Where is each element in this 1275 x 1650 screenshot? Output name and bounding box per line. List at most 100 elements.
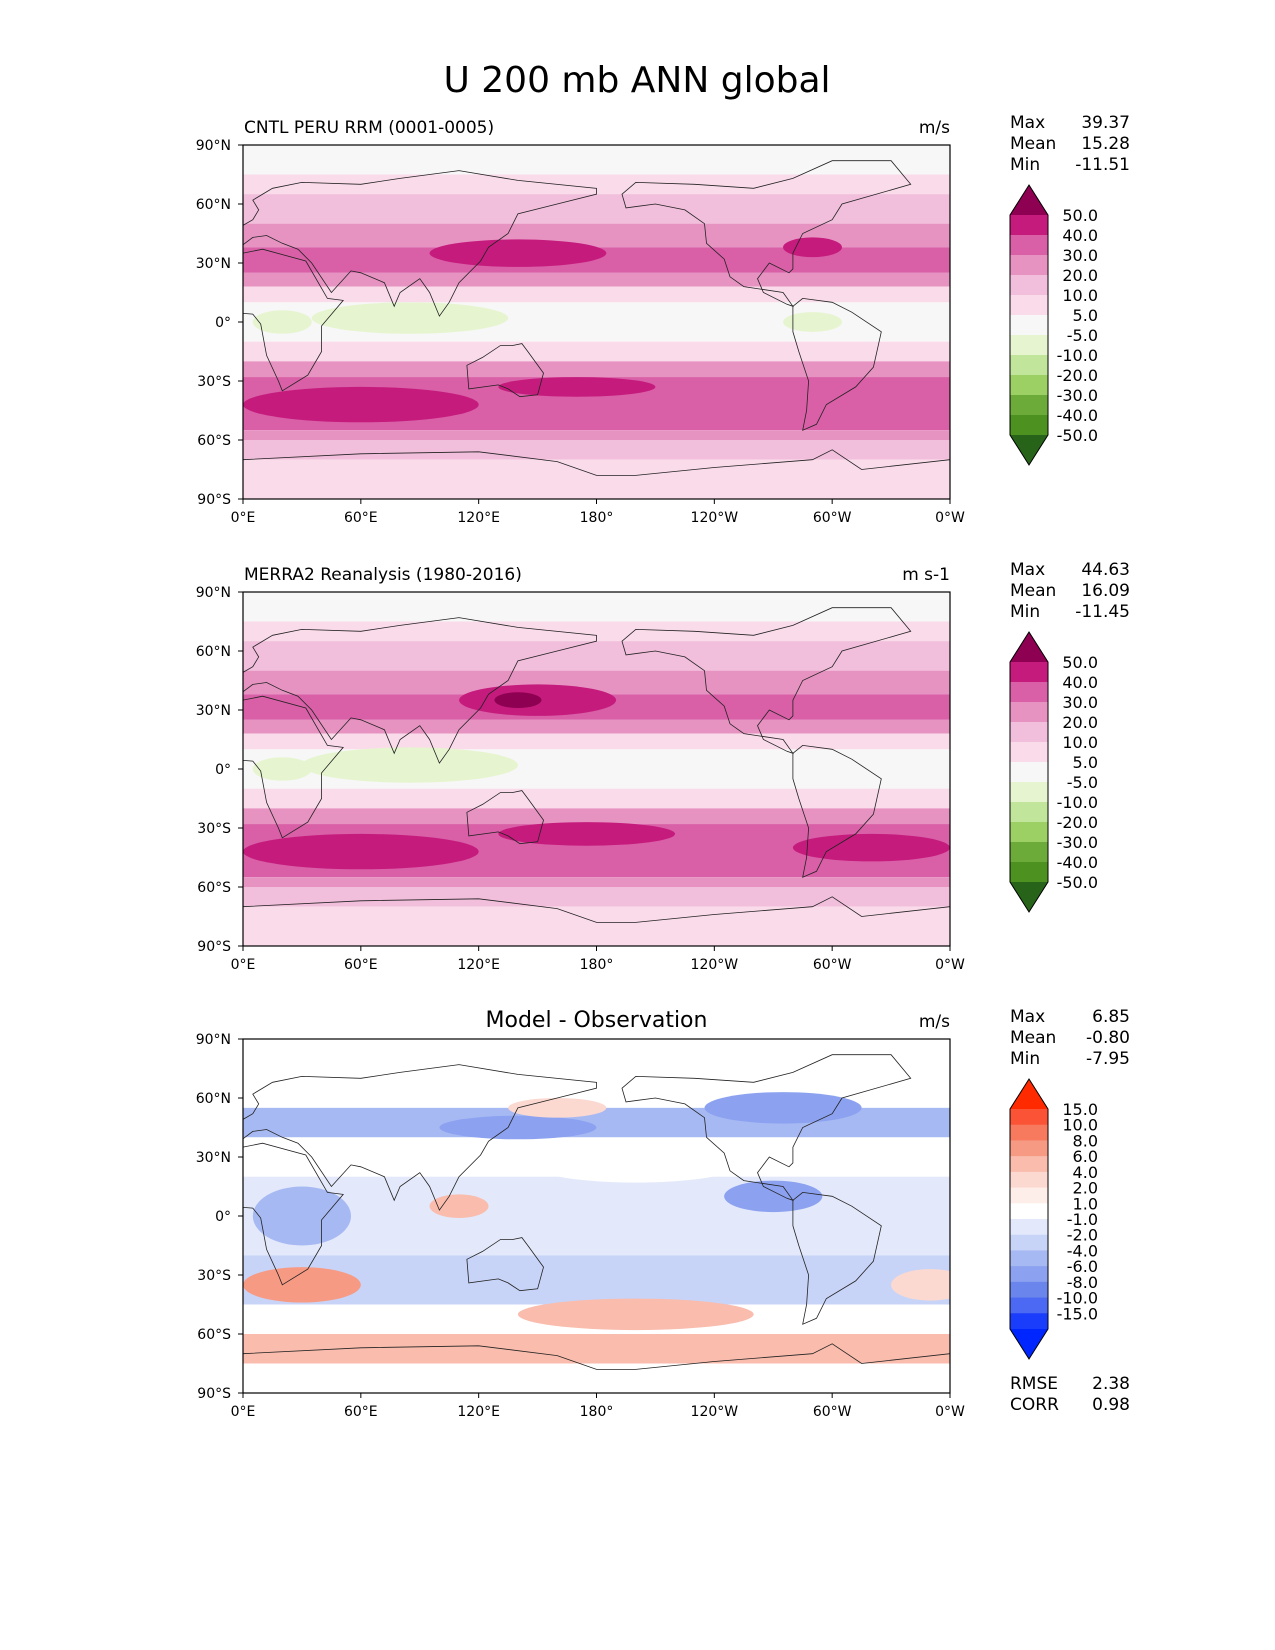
- lat-tick-label: 0°: [215, 1209, 231, 1225]
- coastline-north-america: [621, 607, 912, 755]
- stat-value-mean: -0.80: [1086, 1028, 1130, 1048]
- lon-tick-label: 0°E: [231, 1404, 256, 1420]
- panel-title: CNTL PERU RRM (0001-0005): [244, 118, 494, 138]
- coastline-antarctica: [243, 896, 950, 946]
- colorbar-level-label: -40.0: [1057, 853, 1098, 872]
- colorbar-level-label: -20.0: [1057, 813, 1098, 832]
- lon-tick-label: 180°: [580, 1404, 614, 1420]
- contour-blob: [498, 377, 656, 397]
- contour-band: [243, 430, 950, 440]
- colorbar-level-label: 2.0: [1073, 1179, 1098, 1198]
- contour-blob: [252, 310, 312, 334]
- lon-tick-label: 60°E: [344, 510, 378, 526]
- colorbar-extend-bottom: [1010, 435, 1048, 465]
- lat-tick-label: 90°S: [197, 939, 231, 955]
- colorbar-level-label: 10.0: [1062, 1116, 1098, 1135]
- colorbar-level-label: -40.0: [1057, 406, 1098, 425]
- lon-tick-label: 60°E: [344, 1404, 378, 1420]
- map-panel: 90°N 60°N 30°N 0° 30°S 60°S 90°S0°E 60°E 120°E 18…: [196, 560, 1130, 973]
- contour-band: [243, 670, 950, 695]
- colorbar-segment: [1010, 722, 1048, 743]
- colorbar-segment: [1010, 1187, 1048, 1204]
- lat-tick-label: 30°N: [196, 703, 231, 719]
- coastline-eurasia: [243, 617, 597, 764]
- lat-tick-label: 90°S: [197, 1386, 231, 1402]
- colorbar-segment: [1010, 1156, 1048, 1173]
- colorbar-segment: [1010, 702, 1048, 723]
- lon-tick-label: 120°E: [457, 1404, 500, 1420]
- colorbar-segment: [1010, 1171, 1048, 1189]
- contour-blob: [517, 1298, 754, 1331]
- colorbar: 15.010.08.06.04.02.01.0-1.0-2.0-4.0-6.0-…: [1009, 1078, 1098, 1360]
- stat-label-min: Min: [1010, 1049, 1040, 1069]
- coastline-africa: [243, 1142, 344, 1286]
- colorbar-level-label: 50.0: [1062, 653, 1098, 672]
- colorbar: 50.040.030.020.010.05.0-5.0-10.0-20.0-30…: [1009, 184, 1098, 466]
- colorbar-extend-top: [1010, 185, 1048, 215]
- colorbar-segment: [1010, 375, 1048, 396]
- colorbar-level-label: 50.0: [1062, 206, 1098, 225]
- panel-title: Model - Observation: [486, 1008, 708, 1033]
- stat-label-max: Max: [1010, 113, 1045, 133]
- colorbar-segment: [1010, 1124, 1048, 1141]
- stat-label-min: Min: [1010, 155, 1040, 175]
- lat-tick-label: 30°S: [197, 821, 231, 837]
- lat-tick-label: 60°S: [197, 880, 231, 896]
- colorbar-segment: [1010, 1266, 1048, 1283]
- lat-tick-label: 30°N: [196, 256, 231, 272]
- map-panel: 90°N 60°N 30°N 0° 30°S 60°S 90°S0°E 60°E 120°E 18…: [196, 1007, 1130, 1420]
- map-field: [243, 145, 950, 499]
- coastline-australia: [466, 343, 544, 398]
- lat-tick-label: 0°: [215, 315, 231, 331]
- stat-label-mean: Mean: [1010, 1028, 1056, 1048]
- colorbar-level-label: -30.0: [1057, 833, 1098, 852]
- contour-blob: [301, 747, 518, 783]
- contour-blob: [243, 386, 479, 423]
- figure-title: U 200 mb ANN global: [443, 60, 830, 101]
- coastline-antarctica: [243, 1343, 950, 1393]
- stat-label-max: Max: [1010, 560, 1045, 580]
- contour-band: [243, 286, 950, 303]
- map-field: [243, 1039, 950, 1393]
- colorbar-segment: [1010, 1250, 1048, 1267]
- coastline-north-america: [621, 1054, 912, 1202]
- contour-band: [243, 459, 950, 499]
- colorbar-level-label: -8.0: [1067, 1273, 1098, 1292]
- contour-band: [243, 1255, 950, 1305]
- contour-blob: [783, 312, 842, 332]
- stat-value-max: 39.37: [1081, 113, 1130, 133]
- colorbar-segment: [1010, 842, 1048, 863]
- lat-tick-label: 0°: [215, 762, 231, 778]
- colorbar-level-label: 40.0: [1062, 226, 1098, 245]
- contour-blob: [311, 302, 509, 334]
- contour-blob: [704, 1092, 862, 1124]
- stat-label-max: Max: [1010, 1007, 1045, 1027]
- colorbar-level-label: -5.0: [1067, 326, 1098, 345]
- lat-tick-label: 60°N: [196, 644, 231, 660]
- lat-tick-label: 30°S: [197, 374, 231, 390]
- contour-blob: [498, 822, 676, 846]
- map-panel: 90°N 60°N 30°N 0° 30°S 60°S 90°S0°E 60°E 120°E 18…: [196, 113, 1130, 526]
- contour-band: [243, 1363, 950, 1393]
- lat-tick-label: 90°N: [196, 585, 231, 601]
- colorbar-segment: [1010, 1219, 1048, 1236]
- lat-tick-label: 90°N: [196, 1032, 231, 1048]
- colorbar-segment: [1010, 1297, 1048, 1314]
- contour-band: [243, 808, 950, 825]
- contour-blob: [891, 1269, 950, 1301]
- contour-band: [243, 145, 950, 175]
- colorbar-segment: [1010, 1203, 1048, 1220]
- colorbar-level-label: 10.0: [1062, 733, 1098, 752]
- colorbar-level-label: -10.0: [1057, 793, 1098, 812]
- coastline-eurasia: [243, 170, 597, 317]
- contour-blob: [252, 1186, 352, 1246]
- contour-band: [243, 272, 950, 287]
- colorbar-segment: [1010, 335, 1048, 356]
- contour-band: [243, 733, 950, 750]
- colorbar-segment: [1010, 235, 1048, 256]
- coastline-south-america: [792, 744, 882, 878]
- contour-blob: [439, 1115, 597, 1140]
- colorbar-level-label: 8.0: [1073, 1131, 1098, 1150]
- stat-value-max: 44.63: [1081, 560, 1130, 580]
- colorbar-segment: [1010, 315, 1048, 336]
